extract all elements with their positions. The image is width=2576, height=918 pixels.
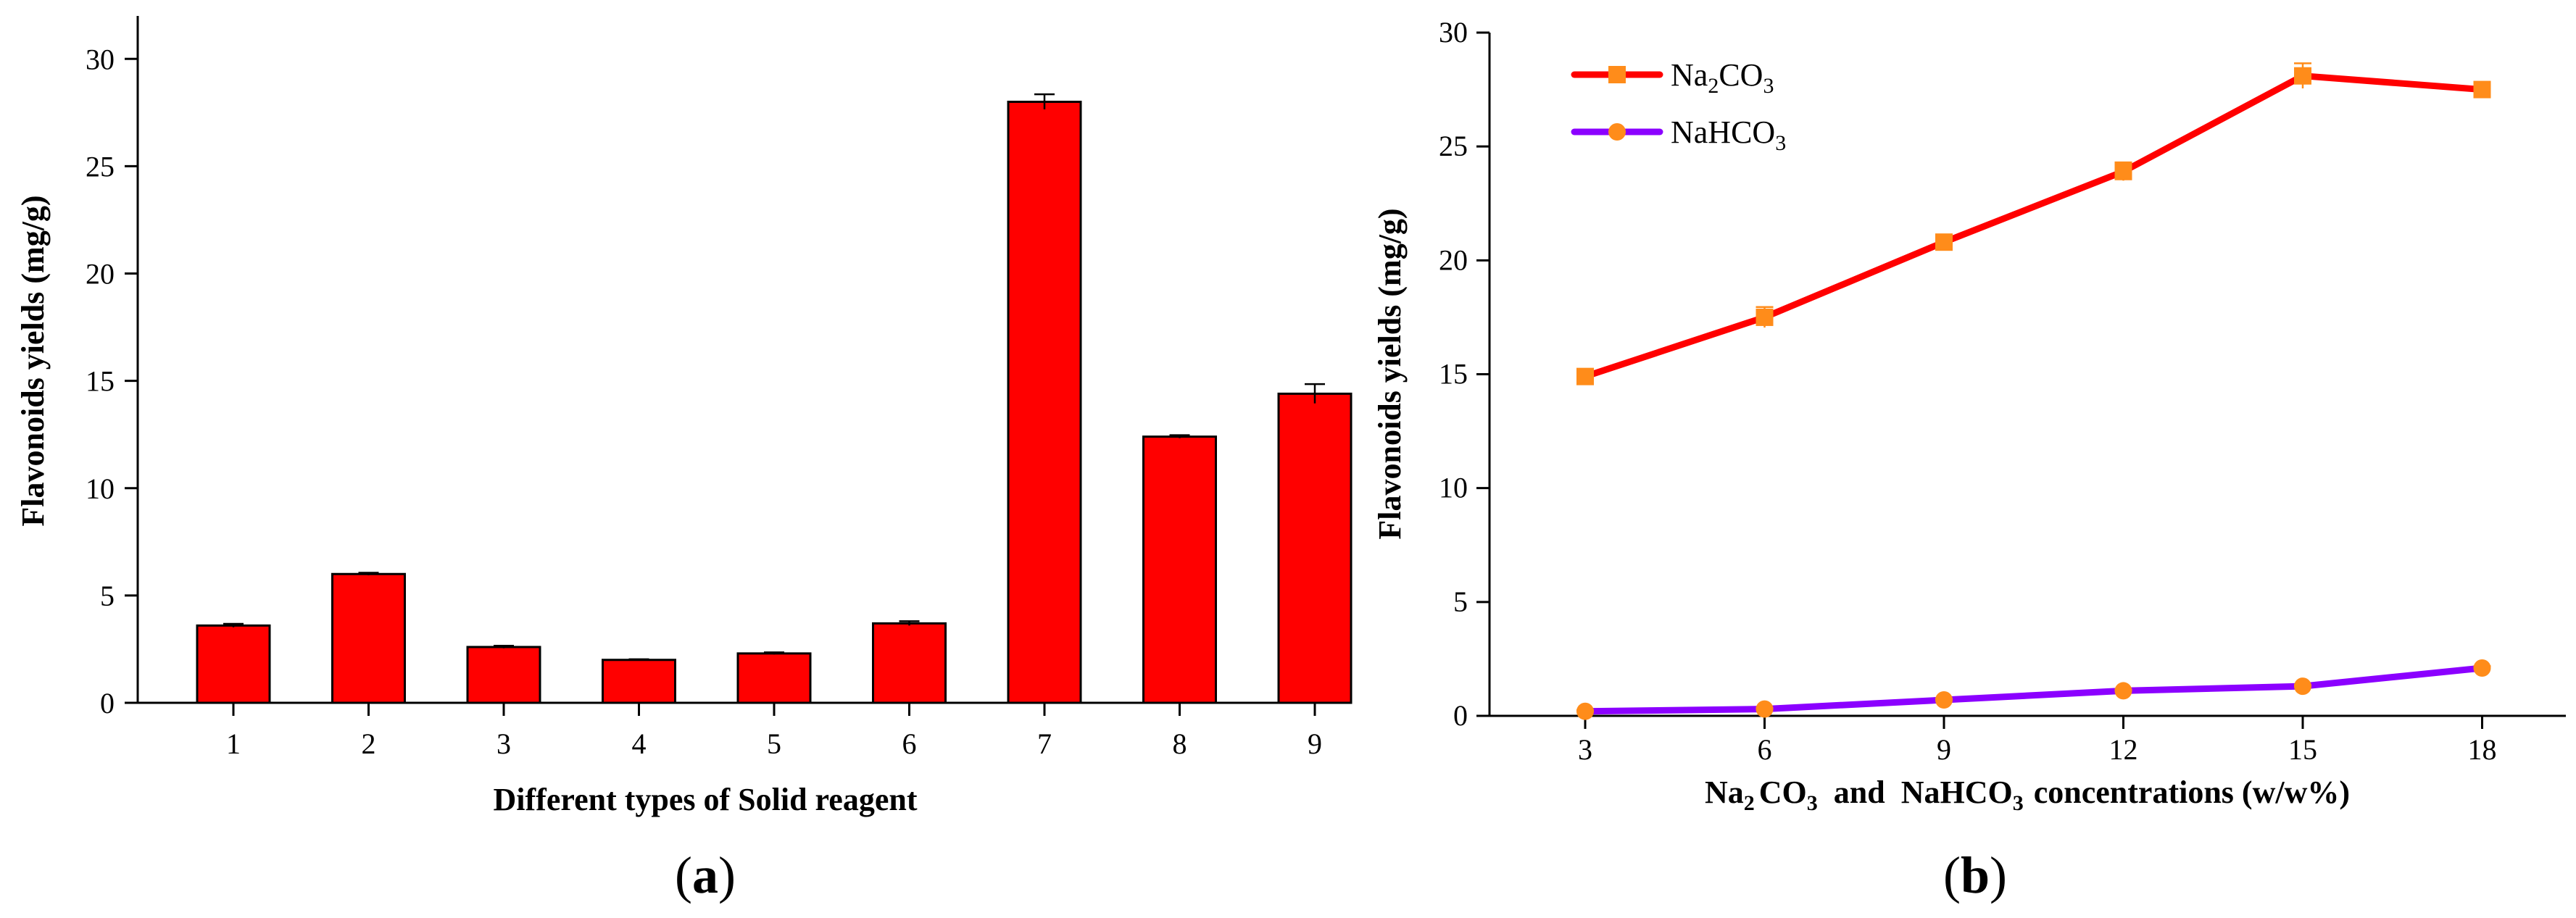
- y-tick-label-20: 20: [86, 258, 115, 291]
- series-nahco3: [1576, 659, 2491, 720]
- point-na2co3-9: [1935, 233, 1953, 251]
- x-tick-label-12: 12: [2109, 733, 2138, 766]
- x-tick-label-5: 5: [767, 727, 781, 760]
- x-tick-label-15: 15: [2288, 733, 2317, 766]
- bar-6: [872, 622, 947, 704]
- y-tick-label-30: 30: [1439, 16, 1468, 49]
- point-na2co3-12: [2114, 162, 2132, 180]
- x-tick-label-7: 7: [1037, 727, 1052, 760]
- y-tick-label-5: 5: [1453, 585, 1468, 618]
- x-tick-label-18: 18: [2468, 733, 2497, 766]
- x-tick-label-9: 9: [1308, 727, 1322, 760]
- y-tick-label-25: 25: [1439, 130, 1468, 162]
- x-axis-title: Different types of Solid reagent: [494, 782, 918, 817]
- bar-3: [466, 646, 541, 704]
- legend-nahco3-marker: [1608, 123, 1626, 141]
- point-na2co3-18: [2473, 80, 2491, 99]
- legend-na2co3-marker: [1608, 66, 1626, 83]
- y-tick-label-10: 10: [86, 472, 115, 505]
- x-axis-ticks: 3 6 9 12 15 18: [1578, 716, 2497, 766]
- y-tick-label-15: 15: [1439, 358, 1468, 391]
- legend: Na2CO3 NaHCO3: [1571, 57, 1786, 155]
- bar-2: [331, 572, 406, 704]
- y-tick-label-5: 5: [100, 580, 115, 612]
- x-tick-label-8: 8: [1173, 727, 1187, 760]
- series-line-na2co3: [1582, 72, 2485, 380]
- point-nahco3-12: [2114, 682, 2132, 700]
- x-tick-label-9: 9: [1937, 733, 1951, 766]
- x-tick-label-6: 6: [1758, 733, 1772, 766]
- point-na2co3-3: [1576, 367, 1594, 385]
- x-tick-label-3: 3: [496, 727, 511, 760]
- bar-series: [196, 101, 1353, 704]
- legend-na2co3-label: Na2CO3: [1671, 57, 1774, 98]
- point-nahco3-18: [2473, 659, 2491, 677]
- point-nahco3-9: [1935, 690, 1953, 709]
- point-na2co3-6: [1756, 308, 1774, 326]
- x-tick-label-3: 3: [1578, 733, 1592, 766]
- y-axis-title: Flavonoids yields (mg/g): [15, 195, 51, 526]
- bar-4: [602, 659, 676, 704]
- point-nahco3-3: [1576, 702, 1594, 720]
- y-tick-label-10: 10: [1439, 472, 1468, 504]
- y-tick-label-0: 0: [100, 687, 115, 719]
- x-tick-label-2: 2: [362, 727, 376, 760]
- series-line-nahco3: [1582, 664, 2485, 715]
- bar-7: [1007, 101, 1082, 704]
- y-axis-ticks: 0 5 10 15 20 25 30: [1439, 16, 1489, 732]
- bar-8: [1142, 435, 1217, 704]
- bar-1: [196, 624, 271, 704]
- point-nahco3-15: [2294, 677, 2311, 696]
- x-axis-ticks: 1 2 3 4 5 6 7 8 9: [226, 703, 1322, 760]
- y-tick-label-20: 20: [1439, 243, 1468, 276]
- bar-chart-panel-a: 0 5 10 15 20 25 30 1 2 3 4 5 6 7 8 9 Different types o…: [15, 16, 1353, 904]
- y-axis-title: Flavonoids yields (mg/g): [1372, 208, 1408, 539]
- legend-nahco3-label: NaHCO3: [1671, 114, 1786, 155]
- y-axis-ticks: 0 5 10 15 20 25 30: [86, 43, 138, 719]
- bar-error-bars: [223, 93, 1325, 661]
- x-tick-label-1: 1: [226, 727, 241, 760]
- x-tick-label-6: 6: [902, 727, 917, 760]
- bar-5: [736, 652, 812, 704]
- panel-label-a: (a): [675, 846, 736, 904]
- x-tick-label-4: 4: [632, 727, 647, 760]
- y-tick-label-15: 15: [86, 365, 115, 398]
- y-tick-label-25: 25: [86, 150, 115, 183]
- line-series: [1576, 62, 2491, 720]
- panel-label-b: (b): [1943, 846, 2007, 904]
- line-chart-panel-b: 0 5 10 15 20 25 30 3 6 9 12 15 18 Na2CO3 NaHCO3 Na2…: [1372, 16, 2566, 904]
- bar-9: [1277, 392, 1353, 704]
- y-tick-label-0: 0: [1453, 699, 1468, 732]
- y-tick-label-30: 30: [86, 43, 115, 75]
- x-axis-title: Na2 CO3 and NaHCO3 concentrations (w/w%): [1705, 775, 2350, 815]
- point-na2co3-15: [2294, 67, 2311, 85]
- series-na2co3: [1576, 62, 2491, 385]
- point-nahco3-6: [1756, 700, 1774, 718]
